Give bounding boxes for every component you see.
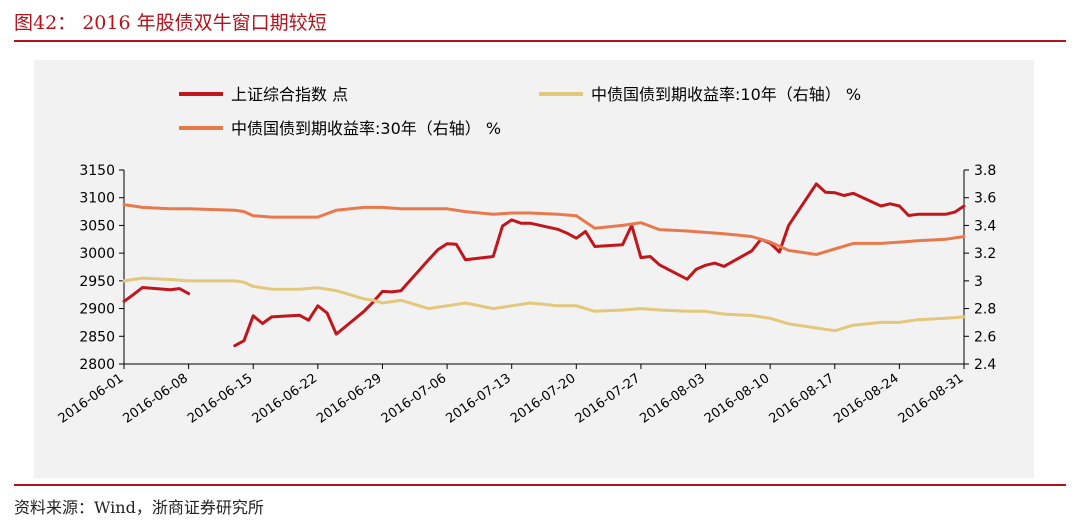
x-tick-label: 2016-06-01	[56, 371, 127, 427]
chart-series	[122, 182, 966, 348]
chart-axes: 2800 2850 2900 2950 3000 3050 3100 3150 2.4 2.6 2.…	[56, 163, 997, 427]
x-tick-label: 2016-07-06	[379, 371, 450, 427]
x-tick-label: 2016-08-03	[637, 371, 708, 427]
y-right-tick-label: 2.6	[974, 329, 996, 345]
x-tick-label: 2016-07-27	[573, 371, 644, 427]
legend-label-3: 中债国债到期收益率:30年（右轴） %	[231, 119, 501, 138]
legend-label-1: 上证综合指数 点	[231, 85, 348, 104]
chart-legend: 上证综合指数 点 中债国债到期收益率:10年（右轴） % 中债国债到期收益率:30年…	[179, 85, 861, 138]
source-note: 资料来源：Wind，浙商证券研究所	[14, 498, 264, 517]
y-left-tick-label: 2800	[79, 357, 115, 373]
y-right-tick-label: 3.4	[974, 218, 996, 234]
series-line-1	[233, 182, 966, 348]
legend-label-2: 中债国债到期收益率:10年（右轴） %	[591, 85, 861, 104]
bottom-divider	[14, 484, 1066, 486]
x-tick-label: 2016-08-24	[831, 371, 902, 427]
figure-title: 图42： 2016 年股债双牛窗口期较短	[14, 12, 327, 34]
y-right-tick-label: 3.2	[974, 246, 996, 262]
chart-panel: 上证综合指数 点 中债国债到期收益率:10年（右轴） % 中债国债到期收益率:30年…	[34, 60, 1034, 478]
x-tick-label: 2016-08-17	[767, 371, 838, 427]
y-left-tick-label: 2850	[79, 329, 115, 345]
y-left-tick-label: 2900	[79, 302, 115, 318]
series-line-3	[122, 203, 966, 256]
y-right-tick-label: 2.8	[974, 302, 996, 318]
y-left-tick-label: 3000	[79, 246, 115, 262]
line-chart: 上证综合指数 点 中债国债到期收益率:10年（右轴） % 中债国债到期收益率:30年…	[56, 85, 997, 427]
x-tick-label: 2016-06-29	[314, 371, 385, 427]
x-tick-label: 2016-07-20	[508, 371, 579, 427]
y-left-tick-label: 3050	[79, 218, 115, 234]
y-left-tick-label: 3100	[79, 191, 115, 207]
y-right-tick-label: 2.4	[974, 357, 996, 373]
y-left-tick-label: 2950	[79, 274, 115, 290]
x-tick-label: 2016-07-13	[443, 371, 514, 427]
x-tick-label: 2016-06-22	[250, 371, 321, 427]
series-line-1	[122, 286, 191, 303]
y-right-tick-label: 3	[974, 274, 983, 290]
top-divider	[14, 40, 1066, 42]
x-tick-label: 2016-08-10	[702, 371, 773, 427]
x-tick-label: 2016-06-15	[185, 371, 256, 427]
y-right-tick-label: 3.8	[974, 163, 996, 179]
y-right-tick-label: 3.6	[974, 191, 996, 207]
y-left-tick-label: 3150	[79, 163, 115, 179]
x-tick-label: 2016-06-08	[120, 371, 191, 427]
series-line-2	[122, 276, 966, 333]
x-tick-label: 2016-08-31	[896, 371, 967, 427]
